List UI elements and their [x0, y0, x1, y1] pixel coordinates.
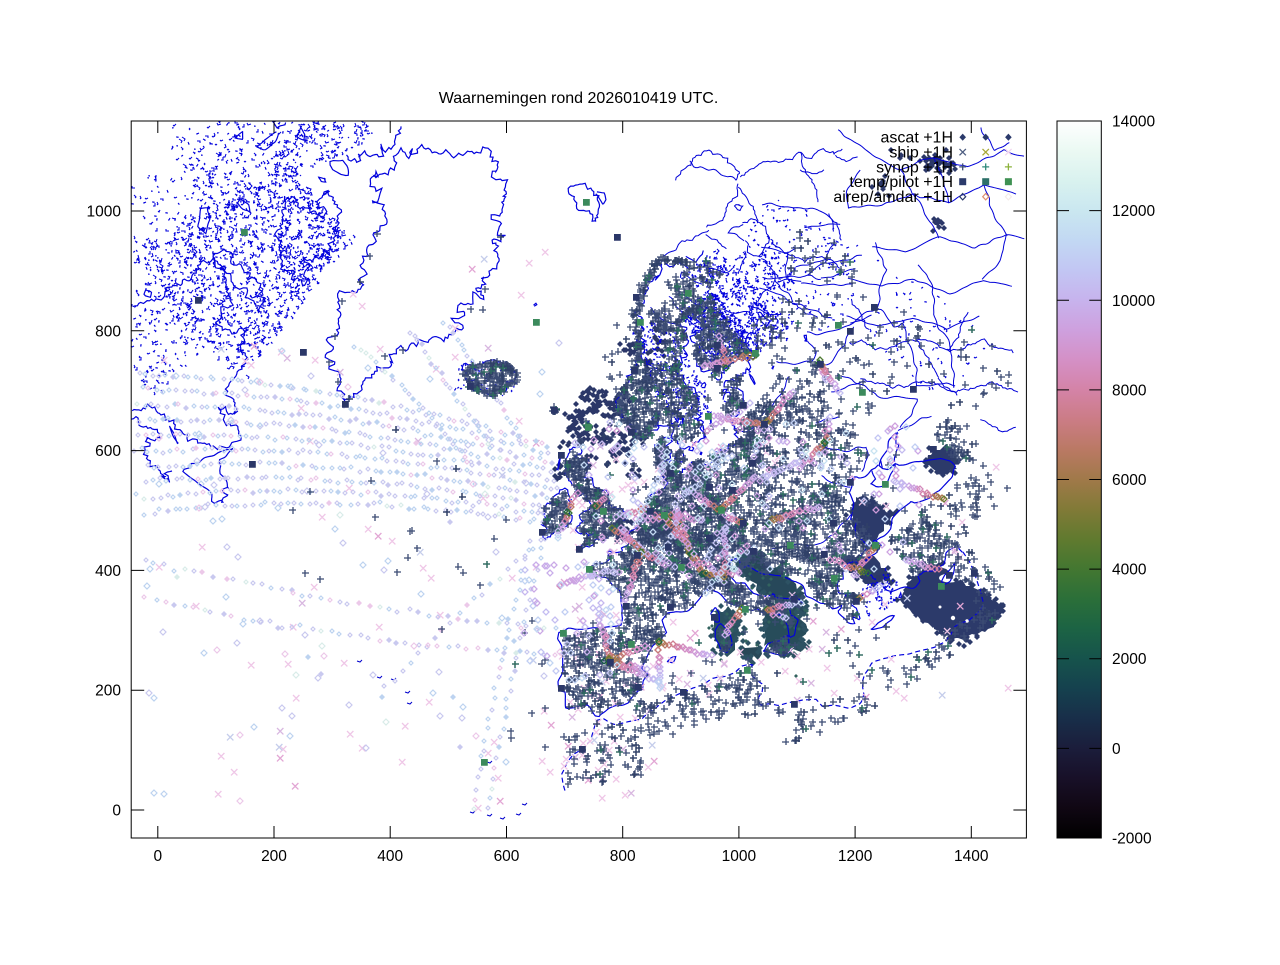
svg-text:10000: 10000 [1112, 293, 1155, 310]
svg-text:600: 600 [95, 443, 121, 460]
svg-text:200: 200 [95, 683, 121, 700]
svg-text:14000: 14000 [1112, 114, 1155, 131]
svg-text:600: 600 [494, 848, 520, 865]
svg-text:1200: 1200 [838, 848, 873, 865]
svg-text:synop +1H: synop +1H [876, 159, 953, 176]
svg-text:2000: 2000 [1112, 651, 1147, 668]
svg-text:4000: 4000 [1112, 562, 1147, 579]
svg-text:8000: 8000 [1112, 382, 1147, 399]
svg-text:800: 800 [95, 323, 121, 340]
svg-text:400: 400 [95, 563, 121, 580]
svg-text:ascat +1H: ascat +1H [881, 130, 953, 147]
svg-text:-2000: -2000 [1112, 831, 1152, 848]
svg-text:temp/pilot +1H: temp/pilot +1H [849, 174, 953, 191]
svg-text:0: 0 [153, 848, 162, 865]
svg-text:6000: 6000 [1112, 472, 1147, 489]
svg-text:Waarnemingen rond 2026010419 U: Waarnemingen rond 2026010419 UTC. [439, 90, 719, 107]
svg-text:1000: 1000 [722, 848, 757, 865]
svg-text:12000: 12000 [1112, 203, 1155, 220]
svg-text:200: 200 [261, 848, 287, 865]
svg-text:ship +1H: ship +1H [889, 145, 953, 162]
svg-text:airep/amdar +1H: airep/amdar +1H [833, 189, 953, 206]
svg-text:0: 0 [112, 803, 121, 820]
svg-text:1400: 1400 [954, 848, 989, 865]
svg-text:1000: 1000 [87, 204, 122, 221]
svg-text:400: 400 [377, 848, 403, 865]
svg-text:0: 0 [1112, 741, 1121, 758]
svg-text:800: 800 [610, 848, 636, 865]
